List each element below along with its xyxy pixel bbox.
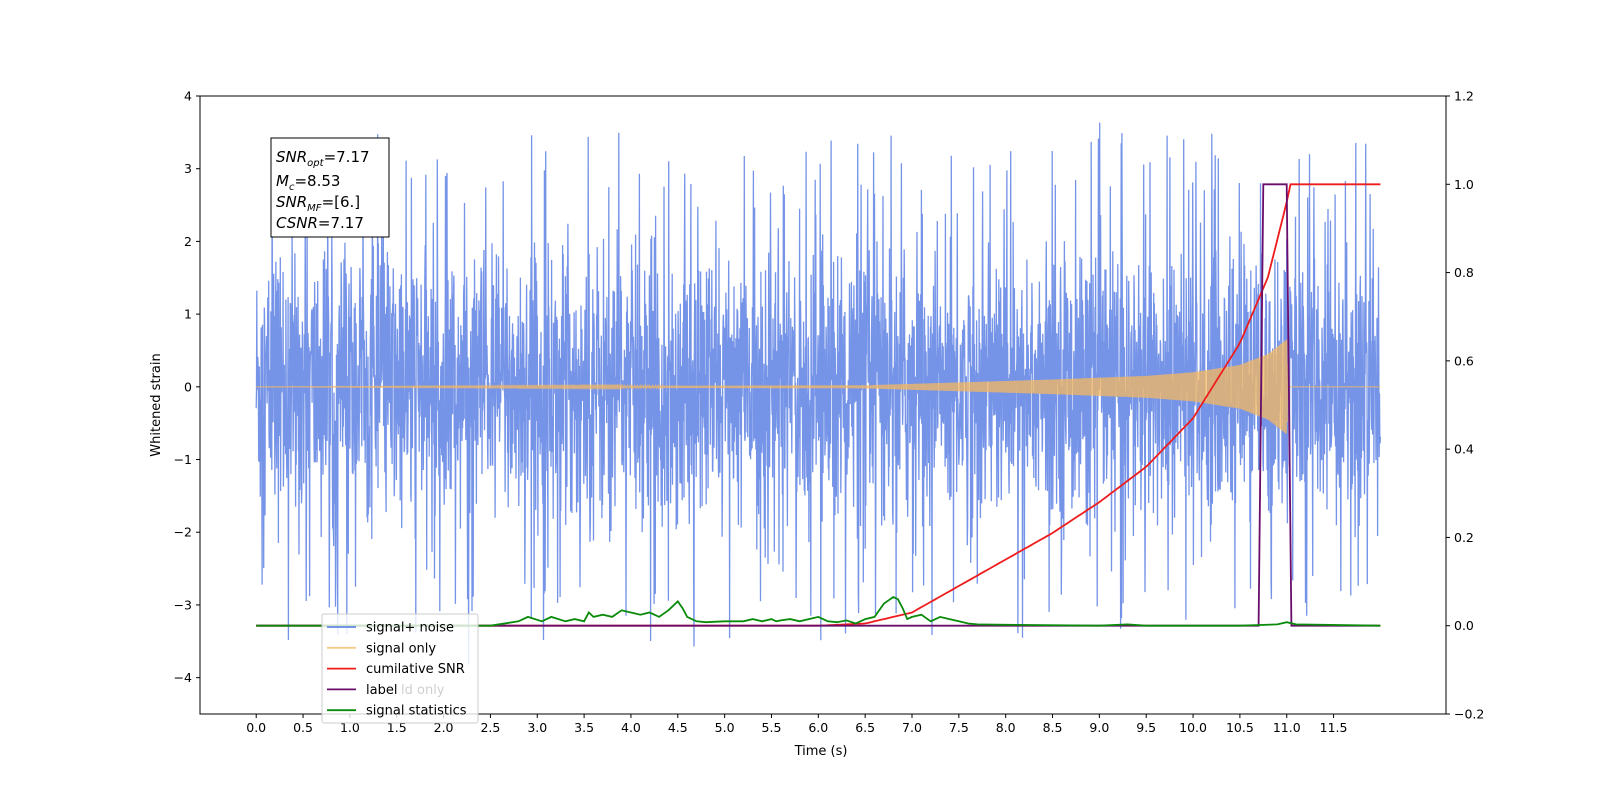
y-tick-label: −4 xyxy=(174,670,192,685)
info-csnr: CSNR=7.17 xyxy=(276,214,364,232)
legend-entries: signal+ noise signal only cumilative SNR la… xyxy=(327,621,467,719)
x-tick-label: 7.5 xyxy=(949,720,969,735)
y-tick-label: 3 xyxy=(184,161,192,176)
x-tick-label: 9.0 xyxy=(1089,720,1109,735)
y-tick-label: −1 xyxy=(174,452,192,467)
x-tick-label: 0.5 xyxy=(293,720,313,735)
y-tick-label: 0 xyxy=(184,379,192,394)
signal-statistics-line xyxy=(256,595,1381,627)
x-tick-label: 11.5 xyxy=(1320,720,1348,735)
y-tick-label: 4 xyxy=(184,89,192,104)
y2-tick-label: 1.2 xyxy=(1454,89,1474,104)
y2-tick-label: 0.6 xyxy=(1454,353,1474,368)
x-tick-label: 4.5 xyxy=(668,720,688,735)
axes-frame xyxy=(199,95,1447,715)
x-tick-label: 6.0 xyxy=(808,720,828,735)
legend-item-signal-noise: signal+ noise xyxy=(327,621,454,636)
x-tick-label: 11.0 xyxy=(1273,720,1301,735)
x-tick-label: 8.5 xyxy=(1043,720,1063,735)
legend-label: signal+ noise xyxy=(366,621,454,636)
y2-tick-label: −0.2 xyxy=(1454,707,1484,722)
x-tick-label: 8.0 xyxy=(996,720,1016,735)
x-tick-label: 5.5 xyxy=(762,720,782,735)
legend: ld only signal+ noise signal only cumilati… xyxy=(321,613,479,724)
x-tick-label: 9.5 xyxy=(1136,720,1156,735)
x-axis-title: Time (s) xyxy=(794,744,848,759)
y-tick-label: 2 xyxy=(184,234,192,249)
x-tick-label: 1.5 xyxy=(387,720,407,735)
y-tick-label: −2 xyxy=(174,525,192,540)
legend-label: label xyxy=(366,683,397,698)
x-tick-label: 5.0 xyxy=(715,720,735,735)
legend-overlap-text: ld only xyxy=(401,683,445,698)
x-tick-label: 10.5 xyxy=(1226,720,1254,735)
y2-tick-label: 0.8 xyxy=(1454,265,1474,280)
x-tick-label: 7.0 xyxy=(902,720,922,735)
y2-tick-label: 0.0 xyxy=(1454,618,1474,633)
legend-item-cumilative-snr: cumilative SNR xyxy=(327,662,465,677)
y2-tick-label: 0.4 xyxy=(1454,442,1474,457)
info-box: SNRopt=7.17 Mc=8.53 SNRMF=[6.] CSNR=7.17 xyxy=(270,137,390,238)
legend-frame xyxy=(321,613,479,724)
x-tick-label: 6.5 xyxy=(855,720,875,735)
y-tick-label: 1 xyxy=(184,307,192,322)
signal-noise-line xyxy=(255,122,1382,665)
y2-tick-label: 0.2 xyxy=(1454,530,1474,545)
x-tick-label: 1.0 xyxy=(340,720,360,735)
x-axis: 0.0 0.5 1.0 1.5 2.0 2.5 3.0 3.5 4.0 4.5 5.0 5.5 6.0 6… xyxy=(246,714,1348,735)
y-axis-left: −4 −3 −2 −1 0 1 2 3 4 xyxy=(174,89,200,685)
legend-item-label: label xyxy=(327,683,397,698)
x-tick-label: 10.0 xyxy=(1179,720,1207,735)
signal-only-line xyxy=(256,339,1381,434)
legend-label: signal statistics xyxy=(366,704,467,719)
x-tick-label: 3.0 xyxy=(527,720,547,735)
legend-item-signal-statistics: signal statistics xyxy=(327,704,467,719)
legend-label: cumilative SNR xyxy=(366,662,465,677)
legend-item-signal-only: signal only xyxy=(327,641,436,656)
info-mc: Mc=8.53 xyxy=(276,172,340,193)
info-snr-opt: SNRopt=7.17 xyxy=(276,148,370,169)
info-box-frame xyxy=(270,137,390,238)
x-tick-label: 2.0 xyxy=(434,720,454,735)
x-tick-label: 4.0 xyxy=(621,720,641,735)
y-tick-label: −3 xyxy=(174,597,192,612)
x-tick-label: 2.5 xyxy=(480,720,500,735)
y2-tick-label: 1.0 xyxy=(1454,177,1474,192)
legend-label: signal only xyxy=(366,641,436,656)
info-snr-mf: SNRMF=[6.] xyxy=(276,193,360,214)
y-axis-title: Whitened strain xyxy=(149,353,164,456)
y-axis-right: −0.2 0.0 0.2 0.4 0.6 0.8 1.0 1.2 xyxy=(1446,89,1484,722)
x-tick-label: 3.5 xyxy=(574,720,594,735)
x-tick-label: 0.0 xyxy=(246,720,266,735)
